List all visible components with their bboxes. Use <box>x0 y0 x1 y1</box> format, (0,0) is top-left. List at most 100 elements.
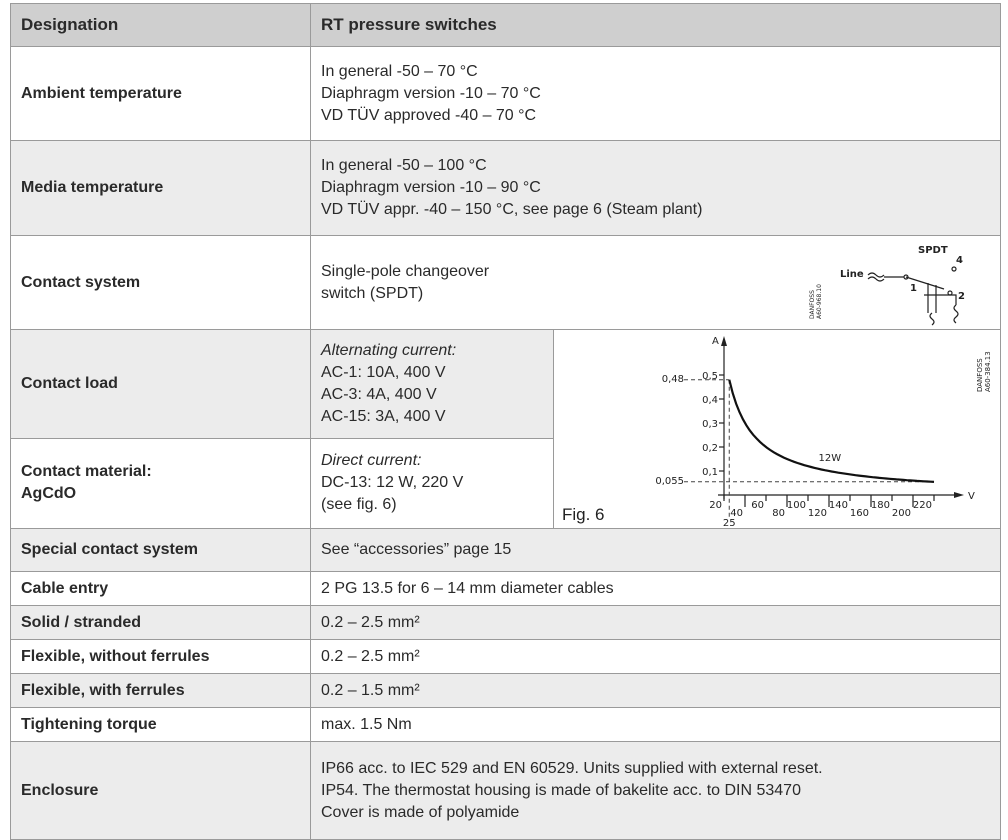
label-text: Solid / stranded <box>21 613 142 631</box>
cell-line: 0.2 – 2.5 mm² <box>321 647 420 665</box>
row-label: Solid / stranded <box>10 605 311 640</box>
header-cell: Designation <box>10 3 311 47</box>
table-row: Flexible, with ferrules 0.2 – 1.5 mm² <box>10 673 1001 708</box>
label-text: Contact system <box>21 273 141 291</box>
figure-6: A V 0,1 0,2 0,3 0,4 0,5 20 40 60 80100120140160180… <box>562 336 992 528</box>
table-row: Cable entry 2 PG 13.5 for 6 – 14 mm diame… <box>10 571 1001 606</box>
curve-label: 12W <box>819 453 842 464</box>
cell-line: (see fig. 6) <box>321 496 397 514</box>
row-value: 0.2 – 1.5 mm² <box>310 673 1001 708</box>
row-value: IP66 acc. to IEC 529 and EN 60529. Units… <box>310 741 1001 840</box>
row-value: In general -50 – 100 °C Diaphragm version… <box>310 140 1001 236</box>
table-row: Contact load Alternating current: AC-1: 10… <box>10 329 1001 529</box>
row-label: Media temperature <box>10 140 311 236</box>
cell-line: Diaphragm version -10 – 90 °C <box>321 179 541 196</box>
cell-line: Diaphragm version -10 – 70 °C <box>321 84 541 102</box>
x-tick-label: 220 <box>913 500 932 511</box>
table-row: Tightening torque max. 1.5 Nm <box>10 707 1001 742</box>
cell-line: In general -50 – 100 °C <box>321 157 487 174</box>
label-text: Flexible, without ferrules <box>21 647 210 665</box>
y-tick-label: 0,4 <box>702 395 718 406</box>
x-tick-label: 160 <box>850 508 869 519</box>
contact <box>903 274 909 280</box>
spdt-diagram: SPDT Line 1 2 4 DANFOSS A60-968.10 <box>809 245 965 326</box>
row-label: Ambient temperature <box>10 46 311 141</box>
row-value: Direct current: DC-13: 12 W, 220 V (see fi… <box>310 437 554 530</box>
cell-line: Cover is made of polyamide <box>321 803 520 821</box>
wiring <box>924 283 957 326</box>
cell-heading: Alternating current: <box>321 341 457 359</box>
label-text: Media temperature <box>21 179 164 196</box>
row-label: Flexible, with ferrules <box>10 673 311 708</box>
cell-line: 0.2 – 1.5 mm² <box>321 681 420 699</box>
table-row: Enclosure IP66 acc. to IEC 529 and EN 605… <box>10 741 1001 840</box>
label-text: Enclosure <box>21 781 99 799</box>
table-body: Designation RT pressure switches Ambient t… <box>10 3 1001 840</box>
figure-cell: A V 0,1 0,2 0,3 0,4 0,5 20 40 60 80 100 120 140 160 180… <box>553 329 1001 529</box>
drawing-code: A60-968.10 <box>816 284 823 319</box>
row-value: See “accessories” page 15 <box>310 528 1001 572</box>
label-text: Contact load <box>21 374 118 392</box>
marker-y-label: 0,48 <box>662 374 684 385</box>
cell-line: IP66 acc. to IEC 529 and EN 60529. Units… <box>321 759 823 777</box>
y-arrow <box>721 336 727 346</box>
switch-arm <box>905 276 945 290</box>
x-tick-label: 60 <box>751 500 764 511</box>
cell-line: VD TÜV appr. -40 – 150 °C, see page 6 (S… <box>321 201 703 218</box>
figure-caption: Fig. 6 <box>562 505 605 524</box>
y-axis-label: A <box>712 336 719 347</box>
contact <box>951 266 957 272</box>
label-text: Special contact system <box>21 541 198 558</box>
table-row: Ambient temperature In general -50 – 70 °… <box>10 46 1001 141</box>
x-tick-label: 100 <box>787 500 806 511</box>
cell-heading: Direct current: <box>321 452 422 470</box>
table-row: Contact system Single-pole changeover swit… <box>10 235 1001 330</box>
row-value: 2 PG 13.5 for 6 – 14 mm diameter cables <box>310 571 1001 606</box>
row-label: Contact system <box>10 235 311 330</box>
table-row: Special contact system See “accessories” … <box>10 528 1001 572</box>
spec-table: Designation RT pressure switches Ambient t… <box>10 3 1001 840</box>
cell-line: VD TÜV approved -40 – 70 °C <box>321 106 537 124</box>
line-wave <box>867 272 885 282</box>
cell-line: max. 1.5 Nm <box>321 715 412 733</box>
row-label: Enclosure <box>10 741 311 840</box>
cell-line: See “accessories” page 15 <box>321 541 512 558</box>
label-line: Contact material: <box>21 463 152 481</box>
row-label: Cable entry <box>10 571 311 606</box>
row-value: 0.2 – 2.5 mm² <box>310 639 1001 674</box>
x-tick-label: 200 <box>892 508 911 519</box>
cell-line: IP54. The thermostat housing is made of … <box>321 781 801 799</box>
cell-line: 2 PG 13.5 for 6 – 14 mm diameter cables <box>321 579 614 597</box>
x-tick-label: 180 <box>871 500 890 511</box>
x-axis-label: V <box>968 491 975 502</box>
label-text: Cable entry <box>21 579 109 597</box>
x-tick-label: 120 <box>808 508 827 519</box>
marker-x-label: 25 <box>723 518 736 528</box>
x-tick-label: 140 <box>829 500 848 511</box>
cell-line: Single-pole changeover <box>321 262 490 280</box>
label-text: Tightening torque <box>21 715 157 733</box>
x-tick-label: 80 <box>772 508 785 519</box>
coil <box>953 304 959 324</box>
label-text: Flexible, with ferrules <box>21 681 185 699</box>
cell-line: switch (SPDT) <box>321 284 424 302</box>
row-value: Alternating current: AC-1: 10A, 400 V AC-3… <box>310 329 554 439</box>
spdt-title: SPDT <box>918 245 948 256</box>
cell-line: DC-13: 12 W, 220 V <box>321 474 464 492</box>
drawing-code: DANFOSS <box>809 290 816 319</box>
terminal-label: 1 <box>910 283 917 294</box>
y-tick-label: 0,2 <box>702 443 718 454</box>
x-arrow <box>954 492 964 498</box>
x-tick-label: 40 <box>730 508 743 519</box>
row-value: In general -50 – 70 °C Diaphragm version … <box>310 46 1001 141</box>
label-text: Ambient temperature <box>21 84 182 102</box>
header-row: Designation RT pressure switches <box>10 3 1001 47</box>
terminal-label: 2 <box>958 291 965 302</box>
label-line: AgCdO <box>21 485 77 503</box>
floor-y-label: 0,055 <box>655 476 684 487</box>
cell-line: AC-15: 3A, 400 V <box>321 407 446 425</box>
y-tick-label: 0,1 <box>702 467 718 478</box>
table-row: Contact material: AgCdO Direct current: DC-… <box>10 437 1001 530</box>
row-label: Contact load <box>10 329 311 439</box>
table-row: Flexible, without ferrules 0.2 – 2.5 mm² <box>10 639 1001 674</box>
